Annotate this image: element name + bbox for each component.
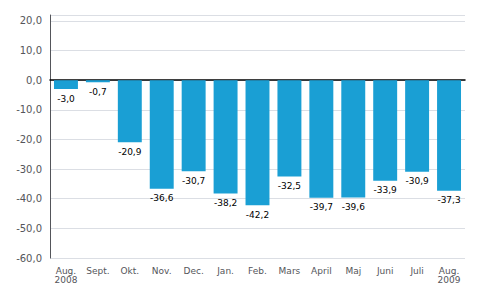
svg-text:-50,0: -50,0 [16,223,42,234]
svg-text:Mars: Mars [279,266,301,276]
svg-text:-10,0: -10,0 [16,104,42,115]
svg-text:-40,0: -40,0 [16,193,42,204]
svg-text:-30,7: -30,7 [182,176,205,186]
svg-text:Feb.: Feb. [248,266,267,276]
svg-text:Okt.: Okt. [120,266,139,276]
svg-text:Aug.: Aug. [438,265,460,276]
svg-text:-36,6: -36,6 [150,193,174,203]
svg-text:-38,2: -38,2 [214,198,237,208]
svg-text:10,0: 10,0 [20,45,42,56]
svg-text:-33,9: -33,9 [374,185,398,195]
svg-text:-32,5: -32,5 [278,181,301,191]
svg-text:-30,9: -30,9 [405,176,429,186]
svg-text:-20,9: -20,9 [118,147,142,157]
svg-text:-39,7: -39,7 [310,202,333,212]
svg-text:Juli: Juli [409,266,423,276]
svg-text:-3,0: -3,0 [57,94,75,104]
svg-text:2009: 2009 [438,275,461,285]
svg-text:Nov.: Nov. [152,266,172,276]
svg-text:-37,3: -37,3 [437,195,460,205]
svg-text:Dec.: Dec. [184,266,204,276]
svg-text:April: April [311,266,332,276]
svg-text:-0,7: -0,7 [89,87,107,97]
svg-text:20,0: 20,0 [20,15,42,26]
svg-text:-30,0: -30,0 [16,164,42,175]
svg-text:-20,0: -20,0 [16,134,42,145]
svg-text:-60,0: -60,0 [16,253,42,264]
svg-text:-42,2: -42,2 [246,210,269,220]
svg-text:Maj: Maj [345,266,361,276]
svg-text:2008: 2008 [55,275,78,285]
svg-text:0,0: 0,0 [26,75,42,86]
svg-text:Sept.: Sept. [86,266,109,276]
svg-text:Jan.: Jan. [216,266,234,276]
svg-text:Juni: Juni [376,266,394,276]
svg-text:-39,6: -39,6 [342,202,366,212]
svg-text:Aug.: Aug. [55,265,77,276]
